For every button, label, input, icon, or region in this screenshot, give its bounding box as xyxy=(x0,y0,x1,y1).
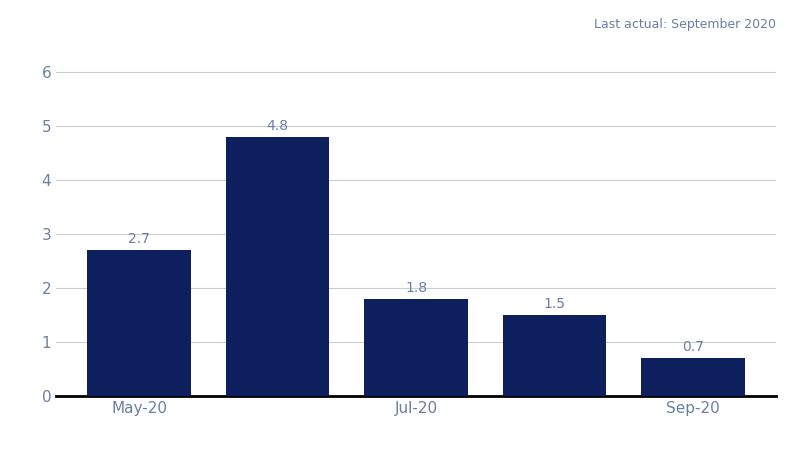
Bar xyxy=(364,299,468,396)
Text: 1.5: 1.5 xyxy=(543,297,566,311)
Text: 0.7: 0.7 xyxy=(682,340,704,355)
Bar xyxy=(502,315,606,396)
Bar xyxy=(87,250,191,396)
Text: 4.8: 4.8 xyxy=(266,119,289,133)
Text: Last actual: September 2020: Last actual: September 2020 xyxy=(594,18,776,31)
Text: 2.7: 2.7 xyxy=(128,232,150,247)
Text: 1.8: 1.8 xyxy=(405,281,427,295)
Bar xyxy=(641,358,745,396)
Bar xyxy=(226,137,330,396)
